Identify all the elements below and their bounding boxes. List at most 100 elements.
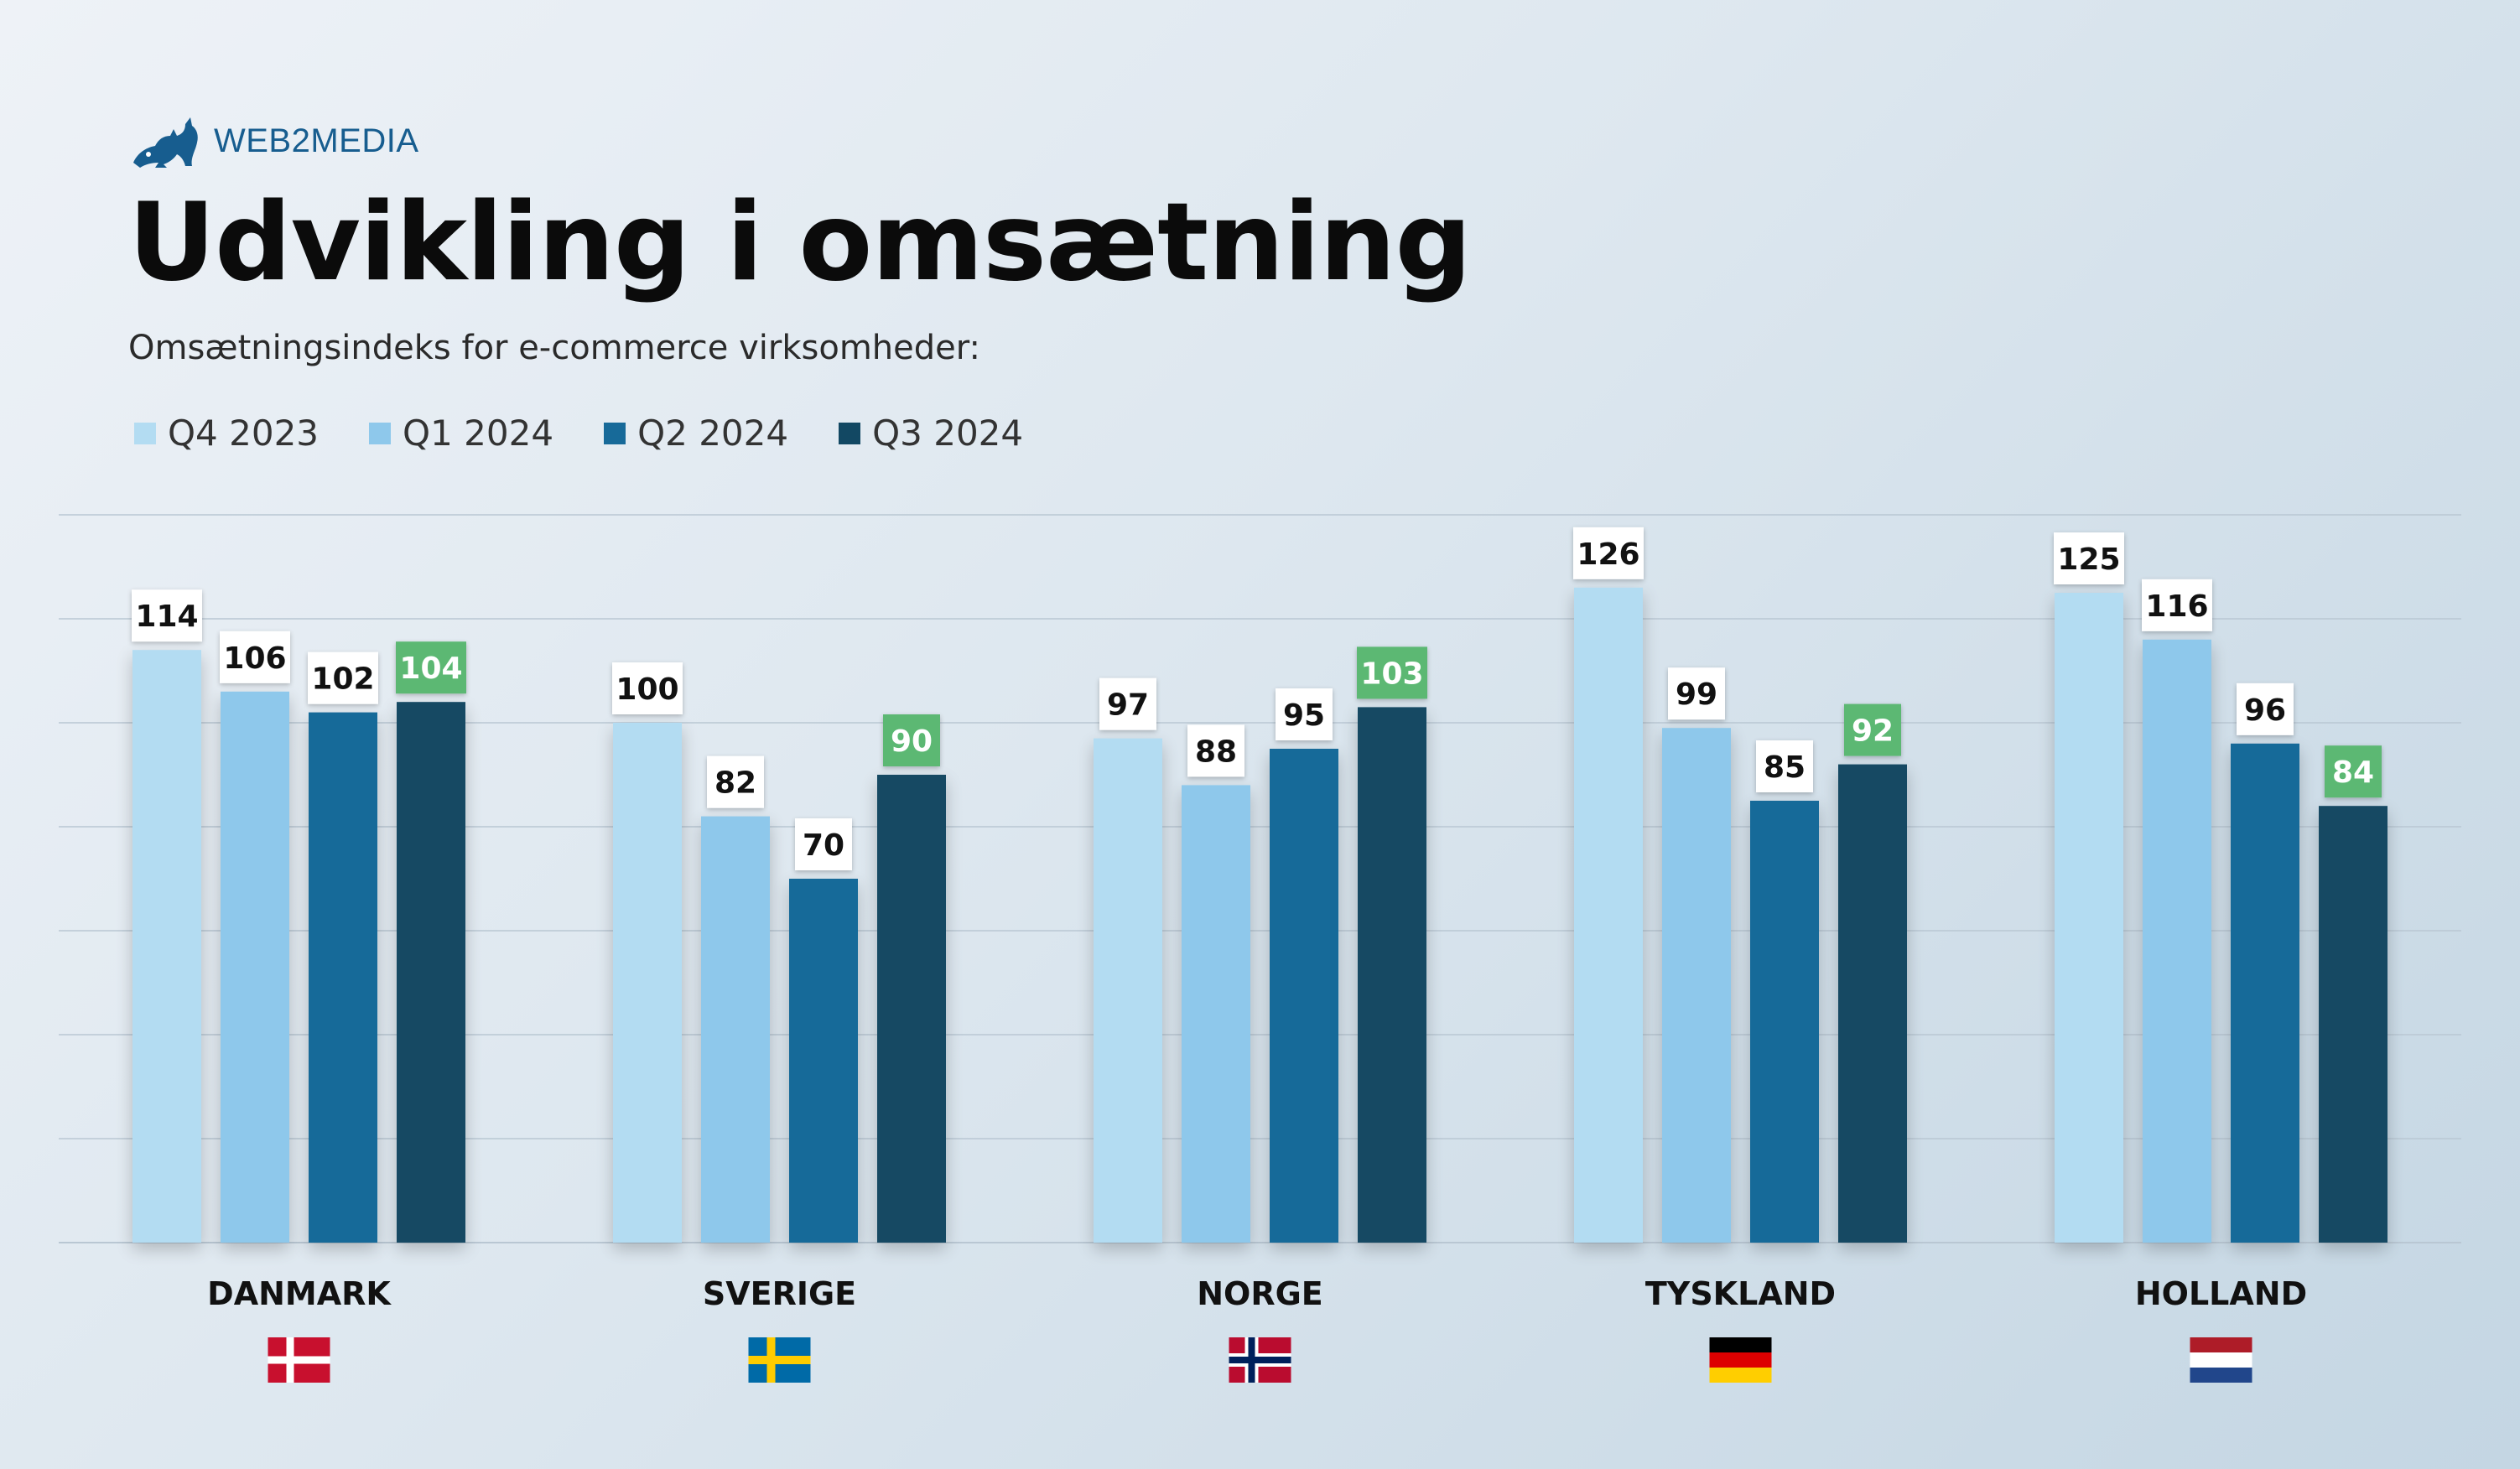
data-label: 126 bbox=[1573, 527, 1644, 579]
category-label: SVERIGE bbox=[703, 1275, 856, 1312]
data-label: 82 bbox=[707, 755, 764, 808]
data-label-box bbox=[1844, 703, 1901, 756]
bar-holland-q3-2024 bbox=[2319, 806, 2388, 1243]
data-label-text: 92 bbox=[1852, 714, 1894, 749]
data-label-box bbox=[1357, 646, 1427, 699]
chart-data-labels: 114 106 102 104 100 82 70 90 97 88 95 103 126 99 85 92 1… bbox=[132, 527, 2382, 870]
brand-logo: WEB2MEDIA bbox=[130, 111, 419, 171]
data-label-text: 102 bbox=[311, 662, 374, 697]
data-label-text: 114 bbox=[135, 600, 198, 634]
data-label: 84 bbox=[2325, 745, 2382, 798]
netherlands-flag-icon bbox=[2190, 1337, 2252, 1383]
bar-sverige-q3-2024 bbox=[877, 775, 946, 1243]
bar-sverige-q2-2024 bbox=[789, 879, 858, 1243]
bar-sverige-q1-2024 bbox=[701, 816, 770, 1243]
legend-item-q3-2024: Q3 2024 bbox=[839, 413, 1023, 454]
data-label: 97 bbox=[1099, 677, 1156, 730]
data-label-text: 84 bbox=[2332, 755, 2374, 790]
legend-swatch bbox=[839, 422, 861, 444]
legend-label: Q2 2024 bbox=[637, 413, 789, 454]
bar-tyskland-q1-2024 bbox=[1662, 728, 1731, 1243]
data-label-text: 95 bbox=[1283, 698, 1325, 733]
data-label-box bbox=[612, 662, 683, 714]
data-label: 92 bbox=[1844, 703, 1901, 756]
data-label-text: 82 bbox=[714, 766, 756, 801]
data-label-text: 85 bbox=[1764, 750, 1806, 785]
germany-flag-icon bbox=[1709, 1337, 1772, 1383]
category-label: NORGE bbox=[1197, 1275, 1323, 1312]
bar-sverige-q4-2023 bbox=[613, 723, 682, 1243]
legend-item-q1-2024: Q1 2024 bbox=[369, 413, 553, 454]
data-label-box bbox=[1276, 688, 1333, 740]
legend-swatch bbox=[134, 422, 156, 444]
data-label: 95 bbox=[1276, 688, 1333, 740]
chart-legend: Q4 2023 Q1 2024 Q2 2024 Q3 2024 bbox=[134, 413, 1073, 454]
data-label-box bbox=[1573, 527, 1644, 579]
chart-category-labels: DANMARK SVERIGE NORGE TYSKLAND HOLLAND bbox=[207, 1275, 2307, 1312]
bar-norge-q1-2024 bbox=[1182, 785, 1250, 1243]
data-label: 116 bbox=[2142, 579, 2212, 631]
page-subtitle: Omsætningsindeks for e-commerce virksomh… bbox=[128, 329, 980, 367]
data-label-box bbox=[1099, 677, 1156, 730]
bar-norge-q4-2023 bbox=[1094, 738, 1162, 1243]
data-label: 103 bbox=[1357, 646, 1427, 699]
bar-danmark-q2-2024 bbox=[309, 712, 377, 1243]
data-label-box bbox=[707, 755, 764, 808]
data-label: 70 bbox=[795, 818, 852, 870]
data-label-text: 96 bbox=[2244, 693, 2286, 728]
data-label-text: 125 bbox=[2057, 542, 2120, 577]
bar-norge-q2-2024 bbox=[1270, 749, 1338, 1243]
legend-item-q4-2023: Q4 2023 bbox=[134, 413, 319, 454]
data-label-box bbox=[308, 651, 378, 704]
data-label: 96 bbox=[2237, 683, 2294, 735]
bar-tyskland-q3-2024 bbox=[1838, 764, 1907, 1243]
legend-item-q2-2024: Q2 2024 bbox=[604, 413, 788, 454]
data-label-text: 106 bbox=[223, 641, 286, 676]
data-label-text: 88 bbox=[1195, 734, 1237, 769]
category-label: DANMARK bbox=[207, 1275, 392, 1312]
data-label-text: 100 bbox=[616, 672, 678, 707]
category-label: TYSKLAND bbox=[1645, 1275, 1836, 1312]
data-label-box bbox=[2054, 532, 2124, 584]
bar-tyskland-q4-2023 bbox=[1574, 587, 1643, 1243]
legend-label: Q4 2023 bbox=[168, 413, 320, 454]
cat-icon bbox=[133, 117, 198, 168]
data-label-text: 126 bbox=[1577, 537, 1639, 572]
bar-norge-q3-2024 bbox=[1358, 707, 1426, 1243]
bar-holland-q1-2024 bbox=[2143, 639, 2211, 1243]
data-label: 85 bbox=[1756, 740, 1813, 792]
data-label-box bbox=[1187, 724, 1244, 777]
data-label-text: 97 bbox=[1107, 688, 1149, 723]
legend-swatch bbox=[604, 422, 626, 444]
data-label-box bbox=[2237, 683, 2294, 735]
denmark-flag-icon bbox=[268, 1337, 330, 1383]
data-label-box bbox=[1668, 667, 1725, 720]
data-label-box bbox=[795, 818, 852, 870]
category-label: HOLLAND bbox=[2135, 1275, 2307, 1312]
data-label-text: 103 bbox=[1360, 657, 1423, 691]
data-label-box bbox=[2142, 579, 2212, 631]
chart-flags bbox=[268, 1337, 2252, 1383]
data-label-box bbox=[2325, 745, 2382, 798]
data-label-box bbox=[1756, 740, 1813, 792]
data-label: 99 bbox=[1668, 667, 1725, 720]
bar-holland-q4-2023 bbox=[2055, 593, 2123, 1243]
bar-holland-q2-2024 bbox=[2231, 743, 2299, 1243]
data-label-box bbox=[396, 641, 466, 694]
data-label: 106 bbox=[220, 631, 290, 683]
legend-label: Q1 2024 bbox=[403, 413, 554, 454]
legend-swatch bbox=[369, 422, 392, 444]
chart-bars bbox=[132, 587, 2388, 1243]
data-label: 125 bbox=[2054, 532, 2124, 584]
data-label: 100 bbox=[612, 662, 683, 714]
brand-name: WEB2MEDIA bbox=[214, 122, 419, 159]
bar-danmark-q3-2024 bbox=[397, 702, 465, 1243]
norway-flag-icon bbox=[1229, 1337, 1291, 1383]
sweden-flag-icon bbox=[748, 1337, 811, 1383]
bar-tyskland-q2-2024 bbox=[1750, 801, 1819, 1243]
page-title: Udvikling i omsætning bbox=[128, 180, 1472, 305]
data-label-text: 116 bbox=[2145, 589, 2208, 624]
data-label: 90 bbox=[883, 714, 940, 766]
data-label-text: 99 bbox=[1676, 677, 1717, 712]
